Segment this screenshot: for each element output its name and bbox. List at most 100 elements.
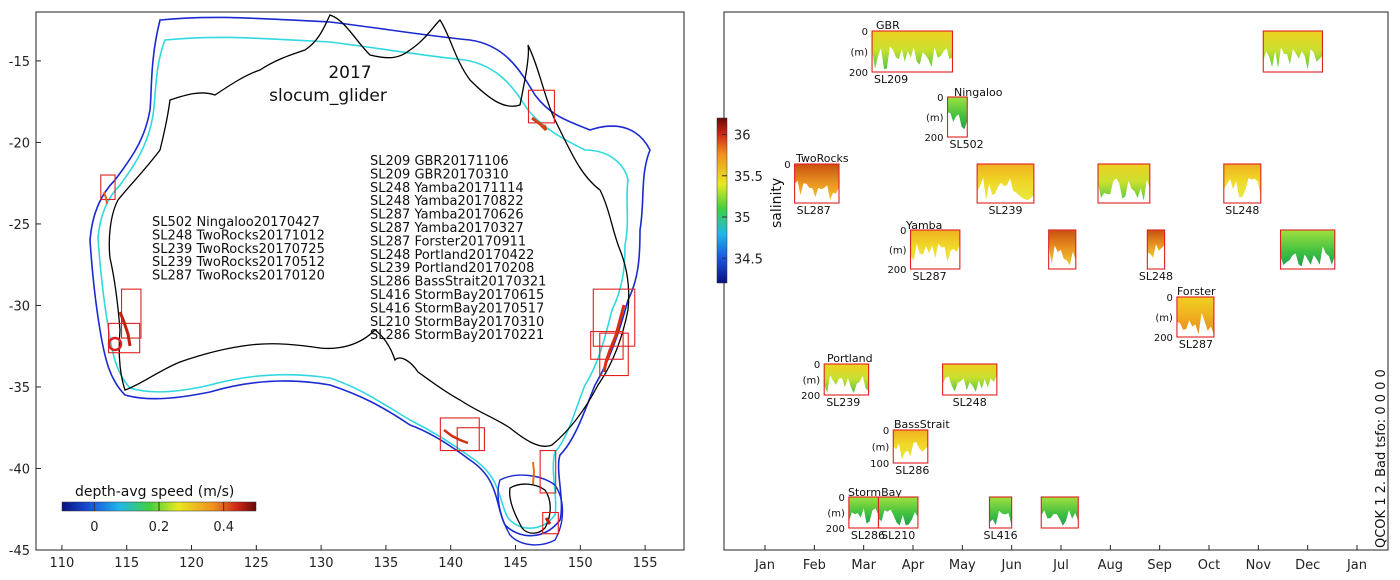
section-frame — [794, 163, 840, 204]
map-x-tick-label: 125 — [244, 556, 269, 571]
depth-bottom-label: 200 — [849, 68, 868, 79]
legend-entry: SL502 Ningaloo20170427 — [152, 215, 320, 230]
depth-bottom-label: 100 — [870, 459, 889, 470]
month-tick-label: Feb — [803, 558, 826, 573]
glider-id-label: SL502 — [950, 138, 984, 151]
track-yamba — [602, 304, 626, 373]
glider-id-label: SL287 — [913, 270, 947, 283]
legend-entry: SL248 Portland20170422 — [370, 248, 534, 263]
legend-entry: SL209 GBR20170310 — [370, 167, 509, 182]
site-label: Yamba — [905, 219, 942, 232]
timeline-month-ticks: Jan Feb Mar Apr May Jun Jul Aug Sep Oct Nov Dec Jan — [754, 545, 1367, 573]
speed-colorbar-tick-label: 0.4 — [213, 520, 234, 535]
map-y-tick-label: -35 — [9, 381, 30, 396]
section-panel — [1040, 496, 1079, 529]
track-tworocks-loop — [107, 336, 123, 352]
site-label: Forster — [1177, 285, 1216, 298]
region-box — [456, 427, 485, 452]
map-x-tick-label: 135 — [374, 556, 399, 571]
section-panel: SL210 — [877, 496, 919, 542]
month-tick-label: Mar — [851, 558, 876, 573]
section-data-fill — [942, 364, 997, 392]
depth-unit-label: (m) — [872, 443, 890, 454]
depth-top-label: 0 — [1167, 293, 1173, 304]
glider-id-label: SL287 — [1179, 338, 1213, 351]
site-label: GBR — [876, 19, 900, 32]
section-panel: SL416 — [984, 496, 1018, 542]
speed-colorbar-label: depth-avg speed (m/s) — [75, 484, 234, 500]
section-data-fill — [1280, 230, 1335, 267]
glider-tracks — [103, 116, 626, 525]
salinity-section-panels: 0 (m) 200 SL209 0 (m) 200 SL502 0 SL287 SL239 SL248… — [784, 27, 1336, 542]
region-box — [120, 288, 142, 339]
depth-bottom-label: 200 — [887, 265, 906, 276]
depth-unit-label: (m) — [851, 48, 869, 59]
section-panel: SL248 — [942, 363, 998, 409]
depth-unit-label: (m) — [803, 376, 821, 387]
depth-top-label: 0 — [784, 160, 790, 171]
depth-top-label: 0 — [862, 27, 868, 38]
month-tick-label: Aug — [1098, 558, 1123, 573]
legend-entry: SL239 TwoRocks20170725 — [152, 242, 325, 257]
glider-id-label: SL286 — [895, 464, 929, 477]
legend-entry: SL416 StormBay20170517 — [370, 301, 544, 316]
glider-id-label: SL210 — [881, 529, 915, 542]
legend-entry: SL239 TwoRocks20170512 — [152, 255, 325, 270]
month-tick-label: Jun — [1001, 558, 1022, 573]
tasmania-isobath-blue — [497, 474, 564, 546]
depth-top-label: 0 — [814, 360, 820, 371]
region-box — [439, 417, 480, 452]
legend-entry: SL248 TwoRocks20171012 — [152, 228, 325, 243]
section-panel: 0 (m) 200 SL239 — [801, 360, 870, 409]
month-tick-label: Nov — [1246, 558, 1272, 573]
section-data-fill — [1263, 31, 1323, 70]
map-year-title: 2017 — [328, 63, 371, 83]
salinity-colorbar-ticks: 34.5 35 35.5 36 — [722, 129, 763, 267]
map-x-tick-label: 120 — [179, 556, 204, 571]
section-panel — [1048, 229, 1077, 270]
map-y-tick-label: -30 — [9, 299, 30, 314]
section-panel — [1097, 163, 1151, 204]
section-frame — [976, 163, 1035, 204]
section-frame — [942, 363, 998, 396]
section-frame — [823, 363, 870, 396]
salinity-colorbar-tick-label: 34.5 — [734, 252, 763, 267]
depth-top-label: 0 — [900, 226, 906, 237]
timeline-site-labels: GBR Ningaloo TwoRocks Yamba Forster Portland B… — [795, 19, 1216, 499]
glider-id-label: SL209 — [874, 73, 908, 86]
site-label: BassStrait — [894, 418, 950, 431]
section-data-fill — [878, 497, 918, 526]
legend-entry: SL286 StormBay20170221 — [370, 328, 544, 343]
map-x-tick-label: 150 — [568, 556, 593, 571]
map-x-tick-label: 110 — [50, 556, 75, 571]
legend-entry: SL286 BassStrait20170321 — [370, 275, 546, 290]
map-y-ticks: -15 -20 -25 -30 -35 -40 -45 — [9, 55, 41, 559]
site-label: Ningaloo — [954, 86, 1003, 99]
section-panel: SL239 — [976, 163, 1035, 217]
section-panel: 0 (m) 200 SL286 — [826, 493, 885, 542]
depth-top-label: 0 — [838, 493, 844, 504]
month-tick-label: Apr — [902, 558, 925, 573]
salinity-colorbar-tick-label: 36 — [734, 129, 751, 144]
depth-bottom-label: 200 — [1154, 333, 1173, 344]
glider-id-label: SL287 — [797, 204, 831, 217]
track-stormbay — [544, 517, 552, 525]
month-tick-label: May — [949, 558, 976, 573]
speed-colorbar-ticks: 0 0.2 0.4 — [90, 502, 234, 535]
salinity-colorbar-label: salinity — [769, 178, 785, 228]
section-frame — [1048, 229, 1077, 270]
map-y-tick-label: -15 — [9, 55, 30, 70]
glider-id-label: SL416 — [984, 529, 1018, 542]
glider-id-label: SL239 — [988, 204, 1022, 217]
section-data-fill — [1098, 164, 1150, 201]
section-frame — [871, 30, 954, 73]
section-data-fill — [872, 31, 953, 70]
glider-id-label: SL248 — [1139, 270, 1173, 283]
section-frame — [892, 429, 929, 464]
map-x-tick-label: 130 — [309, 556, 334, 571]
timeline-axes: Jan Feb Mar Apr May Jun Jul Aug Sep Oct Nov Dec Jan — [723, 11, 1389, 573]
region-box — [527, 89, 555, 124]
section-panel: SL248 — [1223, 163, 1262, 217]
